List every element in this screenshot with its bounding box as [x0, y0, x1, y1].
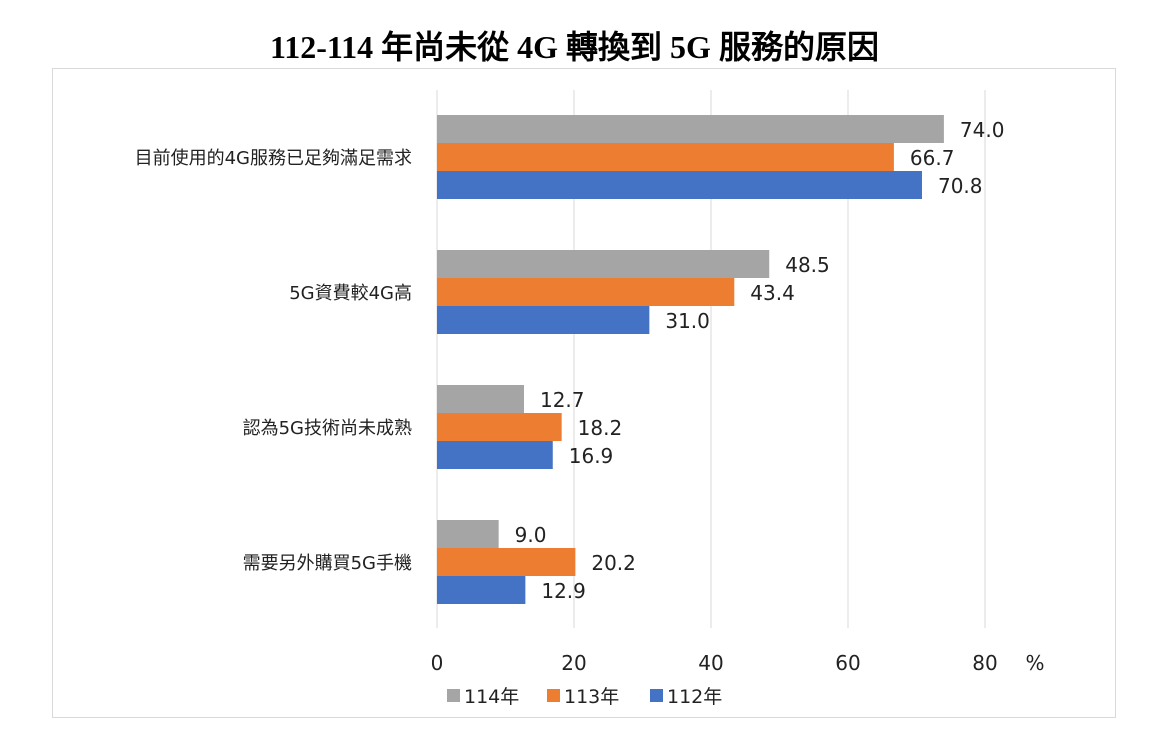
data-label: 43.4	[750, 281, 795, 305]
bar	[437, 576, 526, 604]
bar	[437, 520, 499, 548]
legend-label: 114年	[464, 686, 519, 708]
data-label: 74.0	[960, 118, 1005, 142]
data-label: 16.9	[569, 444, 614, 468]
chart-title: 112-114 年尚未從 4G 轉換到 5G 服務的原因	[270, 29, 879, 65]
data-label: 12.7	[540, 388, 585, 412]
x-unit-label: %	[1025, 651, 1044, 675]
data-label: 18.2	[578, 416, 623, 440]
chart-frame	[52, 68, 1116, 718]
bar	[437, 278, 735, 306]
bar	[437, 548, 576, 576]
bar	[437, 115, 944, 143]
data-label: 31.0	[665, 309, 710, 333]
data-label: 20.2	[591, 551, 636, 575]
legend-label: 113年	[564, 686, 619, 708]
data-label: 12.9	[541, 579, 586, 603]
legend-swatch	[447, 689, 460, 702]
x-tick-label: 80	[972, 651, 997, 675]
legend-swatch	[547, 689, 560, 702]
bar	[437, 143, 894, 171]
x-tick-label: 20	[561, 651, 586, 675]
legend-label: 112年	[667, 686, 722, 708]
bar	[437, 306, 650, 334]
data-label: 48.5	[785, 253, 830, 277]
x-tick-label: 0	[431, 651, 444, 675]
category-label: 需要另外購買5G手機	[243, 553, 412, 574]
bar	[437, 171, 922, 199]
x-tick-label: 40	[698, 651, 723, 675]
legend-swatch	[650, 689, 663, 702]
bar	[437, 250, 770, 278]
bar	[437, 413, 562, 441]
x-tick-label: 60	[835, 651, 860, 675]
bar	[437, 385, 524, 413]
bar	[437, 441, 553, 469]
category-label: 目前使用的4G服務已足夠滿足需求	[135, 148, 412, 169]
category-label: 5G資費較4G高	[289, 283, 412, 304]
data-label: 66.7	[910, 146, 955, 170]
category-label: 認為5G技術尚未成熟	[243, 418, 412, 439]
data-label: 70.8	[938, 174, 983, 198]
data-label: 9.0	[515, 523, 547, 547]
